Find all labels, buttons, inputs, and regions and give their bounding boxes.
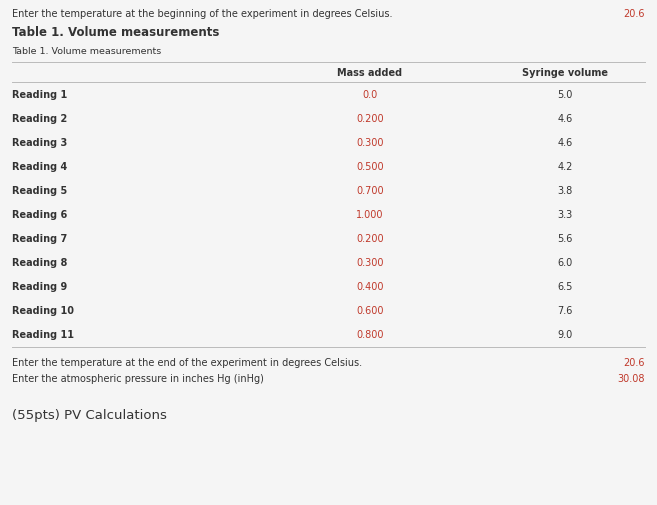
Text: 4.6: 4.6 [557, 138, 573, 148]
Text: 0.600: 0.600 [356, 306, 384, 316]
Text: 0.300: 0.300 [356, 258, 384, 268]
Text: 6.5: 6.5 [557, 282, 573, 292]
Text: 5.6: 5.6 [557, 234, 573, 244]
Text: Reading 6: Reading 6 [12, 210, 67, 220]
Text: Reading 10: Reading 10 [12, 306, 74, 316]
Text: Reading 5: Reading 5 [12, 186, 67, 196]
Text: 0.200: 0.200 [356, 114, 384, 124]
Text: 4.2: 4.2 [557, 162, 573, 172]
Text: Reading 8: Reading 8 [12, 258, 68, 268]
Text: 0.500: 0.500 [356, 162, 384, 172]
Text: 30.08: 30.08 [618, 374, 645, 384]
Text: 5.0: 5.0 [557, 90, 573, 100]
Text: Reading 2: Reading 2 [12, 114, 67, 124]
Text: Reading 4: Reading 4 [12, 162, 67, 172]
Text: Table 1. Volume measurements: Table 1. Volume measurements [12, 47, 161, 57]
Text: Enter the temperature at the beginning of the experiment in degrees Celsius.: Enter the temperature at the beginning o… [12, 9, 392, 19]
Text: 3.3: 3.3 [557, 210, 573, 220]
Text: Enter the atmospheric pressure in inches Hg (inHg): Enter the atmospheric pressure in inches… [12, 374, 264, 384]
Text: 20.6: 20.6 [623, 9, 645, 19]
Text: Reading 7: Reading 7 [12, 234, 67, 244]
Text: 0.800: 0.800 [356, 330, 384, 340]
Text: 0.700: 0.700 [356, 186, 384, 196]
Text: 4.6: 4.6 [557, 114, 573, 124]
Text: Reading 9: Reading 9 [12, 282, 67, 292]
Text: 0.400: 0.400 [356, 282, 384, 292]
Text: (55pts) PV Calculations: (55pts) PV Calculations [12, 409, 167, 422]
Text: Mass added: Mass added [338, 68, 403, 78]
Text: Enter the temperature at the end of the experiment in degrees Celsius.: Enter the temperature at the end of the … [12, 358, 362, 368]
Text: 0.0: 0.0 [363, 90, 378, 100]
Text: 1.000: 1.000 [356, 210, 384, 220]
Text: 3.8: 3.8 [557, 186, 573, 196]
Text: Syringe volume: Syringe volume [522, 68, 608, 78]
Text: 0.300: 0.300 [356, 138, 384, 148]
Text: Reading 1: Reading 1 [12, 90, 67, 100]
Text: 7.6: 7.6 [557, 306, 573, 316]
Text: 0.200: 0.200 [356, 234, 384, 244]
Text: Reading 11: Reading 11 [12, 330, 74, 340]
Text: 9.0: 9.0 [557, 330, 573, 340]
Text: 6.0: 6.0 [557, 258, 573, 268]
Text: 20.6: 20.6 [623, 358, 645, 368]
Text: Reading 3: Reading 3 [12, 138, 67, 148]
Text: Table 1. Volume measurements: Table 1. Volume measurements [12, 26, 219, 39]
